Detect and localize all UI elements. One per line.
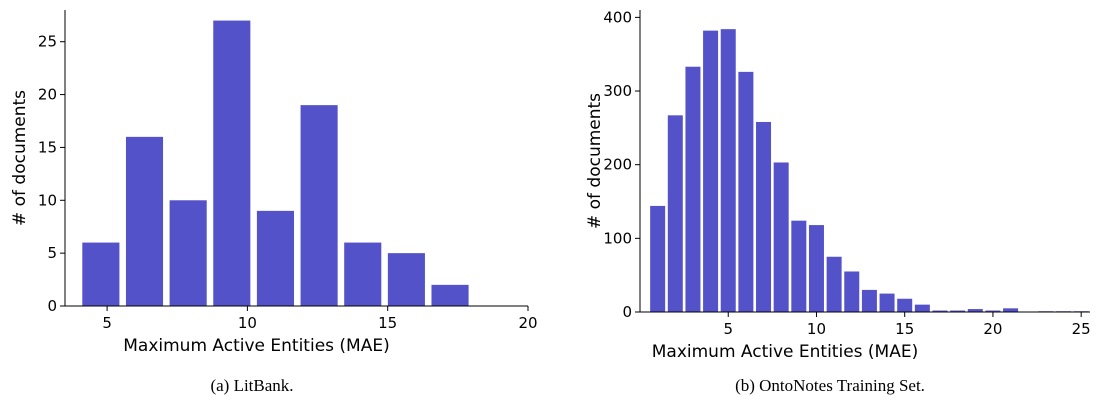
y-tick-label: 15	[38, 138, 57, 156]
y-tick-label: 400	[603, 8, 632, 26]
bar	[82, 242, 120, 306]
bar	[985, 310, 1001, 312]
bar	[1003, 308, 1019, 312]
x-tick-label: 25	[1072, 320, 1091, 338]
bar	[387, 253, 425, 306]
bar	[967, 309, 983, 312]
bar	[861, 289, 877, 312]
y-tick-label: 25	[38, 33, 57, 51]
x-tick-label: 15	[378, 314, 397, 332]
caption: (a) LitBank.	[210, 376, 293, 395]
bar	[738, 71, 754, 312]
bar	[914, 304, 930, 312]
bar	[932, 310, 948, 312]
bar	[950, 310, 966, 312]
y-tick-label: 300	[603, 82, 632, 100]
caption: (b) OntoNotes Training Set.	[735, 376, 925, 395]
bar	[720, 29, 736, 313]
bar	[431, 284, 469, 306]
bar	[756, 121, 772, 313]
x-axis-label: Maximum Active Entities (MAE)	[123, 336, 389, 356]
bar	[791, 220, 807, 312]
bar	[826, 256, 842, 312]
bar	[256, 210, 295, 306]
y-tick-label: 200	[603, 156, 632, 174]
y-tick-label: 0	[47, 297, 57, 315]
x-tick-label: 5	[102, 314, 112, 332]
bar	[703, 30, 719, 312]
bar	[773, 162, 789, 312]
bar	[213, 20, 251, 306]
y-tick-label: 0	[622, 303, 632, 321]
x-tick-label: 10	[807, 320, 826, 338]
bar	[125, 136, 164, 306]
x-tick-label: 10	[238, 314, 257, 332]
bar	[808, 225, 824, 312]
y-tick-label: 10	[38, 191, 57, 209]
y-tick-label: 20	[38, 86, 57, 104]
x-tick-label: 5	[723, 320, 733, 338]
bar	[879, 293, 895, 312]
bar	[650, 205, 666, 312]
x-tick-label: 15	[895, 320, 914, 338]
y-axis-label: # of documents	[10, 90, 30, 226]
bar	[897, 298, 913, 312]
bar	[685, 66, 701, 312]
bar	[169, 200, 207, 306]
bar	[344, 242, 382, 306]
y-axis-label: # of documents	[585, 93, 605, 229]
y-tick-label: 5	[47, 244, 57, 262]
bar	[667, 115, 683, 312]
x-axis-label: Maximum Active Entities (MAE)	[652, 342, 918, 362]
bar	[300, 105, 338, 307]
x-tick-label: 20	[518, 314, 537, 332]
y-tick-label: 100	[603, 229, 632, 247]
bar	[844, 271, 860, 312]
x-tick-label: 20	[983, 320, 1002, 338]
